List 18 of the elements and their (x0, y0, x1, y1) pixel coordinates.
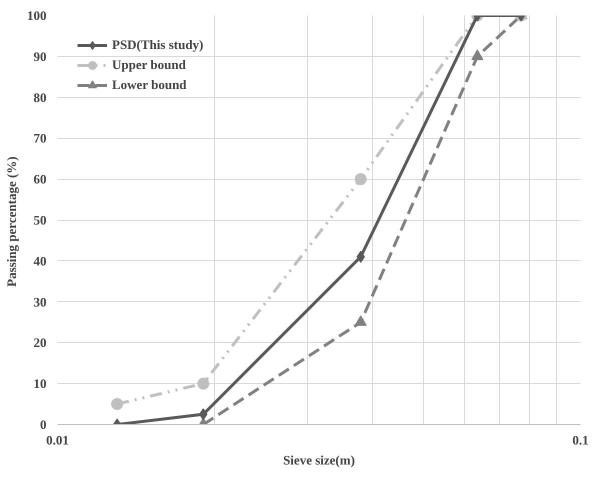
legend-label: Upper bound (112, 57, 186, 73)
x-axis-title: Sieve size(m) (283, 452, 355, 468)
y-tick-label: 50 (34, 212, 46, 228)
y-axis-title: Passing percentage (%) (4, 156, 19, 287)
y-tick-label: 70 (34, 130, 46, 146)
y-tick-label: 10 (34, 376, 46, 392)
y-tick-label: 40 (34, 253, 46, 268)
y-tick-label: 100 (27, 8, 46, 23)
x-tick-label: 0.1 (572, 432, 589, 448)
y-tick-label: 80 (34, 90, 46, 105)
y-tick-label: 60 (34, 172, 46, 187)
y-tick-label: 30 (34, 294, 46, 310)
y-tick-label: 90 (34, 48, 46, 64)
legend-label: PSD(This study) (112, 37, 204, 53)
y-tick-label: 0 (40, 417, 46, 432)
legend-label: Lower bound (112, 77, 187, 93)
x-tick-label: 0.01 (46, 432, 69, 448)
y-tick-label: 20 (34, 335, 46, 350)
